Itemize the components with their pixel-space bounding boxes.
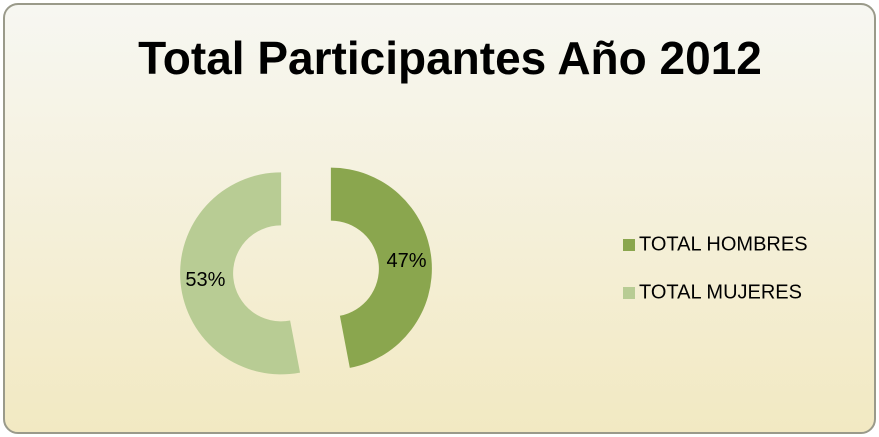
data-label: 47% xyxy=(387,250,427,272)
doughnut-slice xyxy=(330,167,432,368)
legend-swatch xyxy=(623,239,635,251)
legend: TOTAL HOMBRES TOTAL MUJERES xyxy=(623,233,808,303)
doughnut-slice xyxy=(180,172,301,375)
legend-label: TOTAL MUJERES xyxy=(639,281,802,303)
plot: 47% 53% xyxy=(180,167,432,375)
legend-label: TOTAL HOMBRES xyxy=(639,233,808,255)
data-label: 53% xyxy=(185,269,225,291)
legend-swatch xyxy=(623,287,635,299)
chart-title: Total Participantes Año 2012 xyxy=(138,32,762,84)
